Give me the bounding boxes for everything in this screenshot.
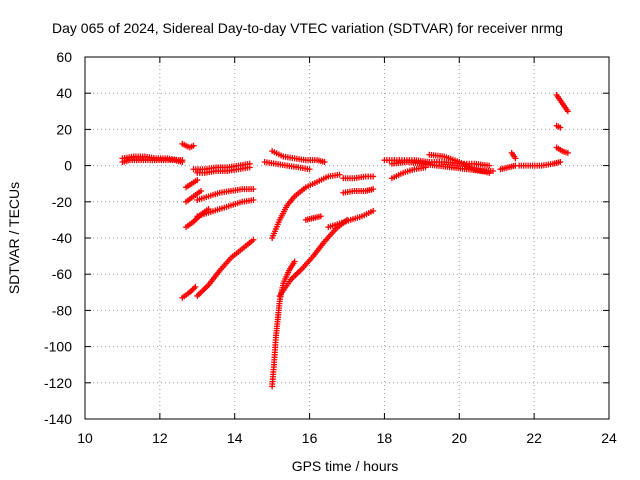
series-arc-17: [325, 207, 377, 231]
data-point: [370, 207, 377, 214]
data-point: [250, 236, 257, 243]
y-tick-label: -80: [52, 302, 72, 318]
y-axis: -140 -120 -100 -80 -60 -40 -20 0 20 40 60: [44, 49, 609, 427]
data-point: [190, 142, 197, 149]
series-arc-24: [388, 164, 429, 182]
series-arc-30: [553, 122, 564, 131]
data-point: [486, 169, 493, 176]
x-tick-label: 20: [451, 430, 467, 446]
data-point: [306, 166, 313, 173]
series-arc-26: [497, 162, 519, 173]
y-tick-label: 60: [56, 49, 72, 65]
data-point: [291, 258, 298, 265]
plot-frame: [84, 56, 610, 420]
data-point: [564, 149, 571, 156]
data-point: [321, 158, 328, 165]
y-tick-label: -20: [52, 194, 72, 210]
x-tick-label: 14: [227, 430, 243, 446]
y-tick-label: 0: [64, 158, 72, 174]
data-point: [194, 177, 201, 184]
series-arc-2: [119, 157, 186, 165]
y-tick-label: -120: [44, 375, 72, 391]
y-axis-label: SDTVAR / TECUs: [6, 182, 22, 294]
series-arc-3: [179, 140, 197, 151]
series-arc-15: [269, 171, 343, 241]
series-arc-1: [119, 153, 186, 164]
y-tick-label: -40: [52, 230, 72, 246]
data-point: [250, 186, 257, 193]
data-point: [370, 186, 377, 193]
series-arc-27: [508, 149, 519, 162]
data-point: [179, 158, 186, 165]
series-arc-8: [194, 186, 257, 203]
data-point: [336, 171, 343, 178]
series-arc-19: [261, 158, 313, 173]
data-point: [250, 196, 257, 203]
data-point: [317, 213, 324, 220]
data-point: [512, 155, 519, 162]
series-arc-10: [194, 196, 257, 220]
data-point: [370, 173, 377, 180]
series-arc-29: [553, 144, 571, 156]
data-point: [422, 164, 429, 171]
x-tick-label: 22: [526, 430, 542, 446]
y-tick-label: -140: [44, 411, 72, 427]
x-tick-label: 10: [77, 430, 93, 446]
y-tick-label: -60: [52, 266, 72, 282]
x-axis-label: GPS time / hours: [292, 458, 399, 474]
series-arc-7: [183, 187, 205, 205]
series-arc-18: [269, 148, 328, 165]
series-arc-21: [340, 186, 377, 196]
data-point: [557, 124, 564, 131]
series-arc-11: [179, 283, 199, 301]
series-arc-31: [553, 92, 571, 115]
data-point: [246, 160, 253, 167]
data-point: [486, 162, 493, 169]
x-tick-label: 12: [152, 430, 168, 446]
series-arc-5: [190, 160, 253, 173]
x-tick-label: 24: [601, 430, 617, 446]
y-tick-label: 40: [56, 85, 72, 101]
series-arc-6: [183, 177, 201, 191]
x-tick-label: 16: [302, 430, 318, 446]
series-arc-20: [340, 173, 377, 182]
x-axis: 10 12 14 16 18 20 22 24: [77, 57, 617, 446]
data-point: [192, 283, 199, 290]
series-arc-13: [269, 258, 298, 390]
series-arc-28: [516, 158, 564, 169]
y-tick-label: -100: [44, 339, 72, 355]
data-point: [198, 187, 205, 194]
data-point: [564, 108, 571, 115]
data-point: [557, 158, 564, 165]
y-tick-label: 20: [56, 121, 72, 137]
series-arc-23: [388, 158, 496, 175]
series-arc-25: [426, 151, 493, 176]
grid-lines: [85, 57, 609, 419]
series-arc-16: [302, 213, 324, 223]
series-arc-14: [276, 216, 350, 299]
chart-title: Day 065 of 2024, Sidereal Day-to-day VTE…: [52, 20, 563, 36]
series-arc-12: [194, 236, 257, 299]
data-point: [489, 168, 496, 175]
data-marks: [119, 92, 571, 390]
x-tick-label: 18: [377, 430, 393, 446]
